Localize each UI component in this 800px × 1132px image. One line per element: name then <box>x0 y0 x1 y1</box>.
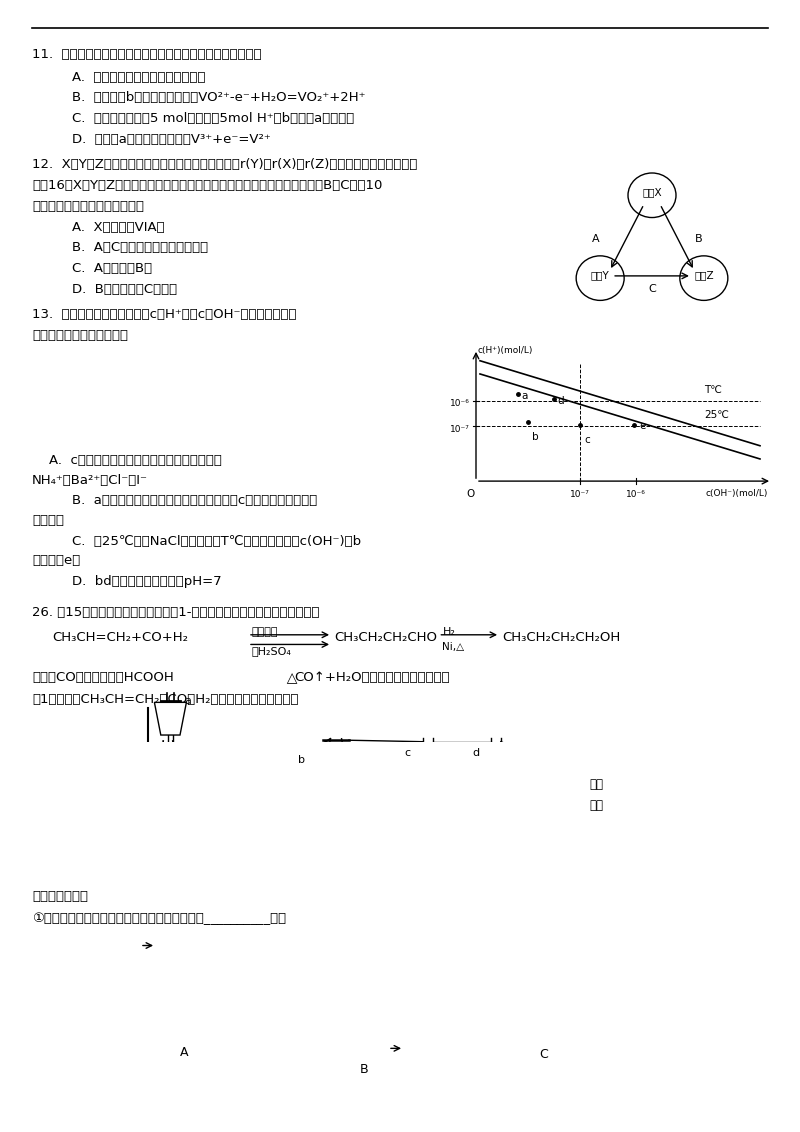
Text: A.  X元素位于VIA族: A. X元素位于VIA族 <box>72 221 165 233</box>
Text: c(OH⁻)(mol/L): c(OH⁻)(mol/L) <box>706 489 768 498</box>
Text: 一定条件: 一定条件 <box>252 627 278 637</box>
Text: 电离程度: 电离程度 <box>32 514 64 526</box>
Text: A.  光照时，太阳能主要转化为电能: A. 光照时，太阳能主要转化为电能 <box>72 70 206 84</box>
Text: b: b <box>298 755 305 765</box>
Text: 已知：CO的制备原理：HCOOH: 已知：CO的制备原理：HCOOH <box>32 671 174 684</box>
Text: 26. （15分）某化学兴趣小组为合成1-丁醇，查阅资料得知如下合成路线：: 26. （15分）某化学兴趣小组为合成1-丁醇，查阅资料得知如下合成路线： <box>32 606 319 619</box>
Text: C.  将25℃时的NaCl溶液加热到T℃，则该溶液中的c(OH⁻)由b: C. 将25℃时的NaCl溶液加热到T℃，则该溶液中的c(OH⁻)由b <box>72 534 361 548</box>
Bar <box>154 962 214 1034</box>
Text: C.  光照时，每转移5 mol电子，有5mol H⁺由b极区向a极区迁移: C. 光照时，每转移5 mol电子，有5mol H⁺由b极区向a极区迁移 <box>72 112 354 126</box>
Bar <box>518 959 570 1034</box>
Text: NH₄⁺、Ba²⁺、Cl⁻、I⁻: NH₄⁺、Ba²⁺、Cl⁻、I⁻ <box>32 473 148 487</box>
Text: A: A <box>180 1046 188 1058</box>
Bar <box>478 756 514 823</box>
Polygon shape <box>154 702 186 735</box>
Text: 电子分子。下列说法不正确的是: 电子分子。下列说法不正确的是 <box>32 199 144 213</box>
Text: 单质X: 单质X <box>642 187 662 197</box>
Text: H₂: H₂ <box>442 627 455 637</box>
Text: 11.  某太阳能电池的工作原理如图所示。下列说法不正确的是: 11. 某太阳能电池的工作原理如图所示。下列说法不正确的是 <box>32 49 262 61</box>
Text: 10⁻⁷: 10⁻⁷ <box>570 490 590 499</box>
Text: 12.  X、Y、Z三种短周期元素，原子半径的大小为：r(Y)＞r(X)＞r(Z)，三种元素的原子序数之: 12. X、Y、Z三种短周期元素，原子半径的大小为：r(Y)＞r(X)＞r(Z)… <box>32 158 418 171</box>
Text: a: a <box>522 391 528 401</box>
Text: C.  A难溶解于B中: C. A难溶解于B中 <box>72 263 152 275</box>
Text: O: O <box>466 489 474 498</box>
Text: 单质Z: 单质Z <box>694 271 714 280</box>
Text: CH₃CH₂CH₂CHO: CH₃CH₂CH₂CHO <box>334 631 438 644</box>
Text: CH₃CH=CH₂+CO+H₂: CH₃CH=CH₂+CO+H₂ <box>52 631 188 644</box>
Text: 点变化到e点: 点变化到e点 <box>32 554 80 567</box>
Text: CH₃CH₂CH₂CH₂OH: CH₃CH₂CH₂CH₂OH <box>502 631 621 644</box>
Text: 装置: 装置 <box>589 799 603 812</box>
Text: B.  光照时，b极的电极反应式为VO²⁺-e⁻+H₂O=VO₂⁺+2H⁺: B. 光照时，b极的电极反应式为VO²⁺-e⁻+H₂O=VO₂⁺+2H⁺ <box>72 92 366 104</box>
Text: C: C <box>540 1047 548 1061</box>
Text: 单质Y: 单质Y <box>590 271 610 280</box>
Text: d: d <box>472 747 479 757</box>
Text: 10⁻⁷: 10⁻⁷ <box>450 424 470 434</box>
Text: c: c <box>404 747 410 757</box>
Text: 13.  在不同温度下，水溶液中c（H⁺）与c（OH⁻）有如图所示关: 13. 在不同温度下，水溶液中c（H⁺）与c（OH⁻）有如图所示关 <box>32 308 297 321</box>
Bar <box>544 753 648 823</box>
Ellipse shape <box>147 826 192 842</box>
Text: c: c <box>584 435 590 445</box>
Text: ①若用上述装置制备氢气，收集装置可选用下列__________装置: ①若用上述装置制备氢气，收集装置可选用下列__________装置 <box>32 912 286 926</box>
Text: B.  A和C不可能发生氧化还原反应: B. A和C不可能发生氧化还原反应 <box>72 241 208 255</box>
Text: Ni,△: Ni,△ <box>442 642 465 652</box>
Text: 系，下列有关说法正确的是: 系，下列有关说法正确的是 <box>32 329 128 342</box>
Circle shape <box>138 769 198 825</box>
Text: b: b <box>532 432 538 443</box>
Text: A: A <box>592 234 600 243</box>
Text: a: a <box>185 696 192 706</box>
Text: D.  B的沸点高于C的沸点: D. B的沸点高于C的沸点 <box>72 283 177 295</box>
Bar <box>410 756 446 823</box>
Text: 和为16。X、Y、Z三种元素的常见单质在在适当条件下可发生右图变化，其中B和C均为10: 和为16。X、Y、Z三种元素的常见单质在在适当条件下可发生右图变化，其中B和C均… <box>32 179 382 192</box>
Text: B: B <box>360 1063 368 1077</box>
Text: 收集: 收集 <box>589 778 603 790</box>
Text: c(H⁺)(mol/L): c(H⁺)(mol/L) <box>478 346 533 355</box>
Text: T℃: T℃ <box>704 385 722 395</box>
Text: 10⁻⁶: 10⁻⁶ <box>450 400 470 409</box>
Text: D.  夜间，a极的电极反应式为V³⁺+e⁻=V²⁺: D. 夜间，a极的电极反应式为V³⁺+e⁻=V²⁺ <box>72 132 270 146</box>
Text: C: C <box>648 284 656 294</box>
Text: 浓H₂SO₄: 浓H₂SO₄ <box>252 646 292 655</box>
Text: e: e <box>639 421 646 431</box>
Text: 填写下列空白：: 填写下列空白： <box>32 890 88 903</box>
Text: （1）原料气CH₃CH=CH₂、CO和H₂的制备均可用下图装置：: （1）原料气CH₃CH=CH₂、CO和H₂的制备均可用下图装置： <box>32 694 298 706</box>
Polygon shape <box>304 761 368 835</box>
Text: △: △ <box>278 671 306 685</box>
Text: B.  a点对应的溶液中水的电离程度可能大于c点对应的溶液中水的: B. a点对应的溶液中水的电离程度可能大于c点对应的溶液中水的 <box>72 495 318 507</box>
Text: d: d <box>558 396 564 405</box>
Text: A.  c点对应的溶液中大量存在的离子可能为：: A. c点对应的溶液中大量存在的离子可能为： <box>32 454 222 468</box>
Text: B: B <box>694 234 702 243</box>
Text: D.  bd线上的任意一点均有pH=7: D. bd线上的任意一点均有pH=7 <box>72 575 222 588</box>
Text: 10⁻⁶: 10⁻⁶ <box>626 490 646 499</box>
Bar <box>342 950 386 1031</box>
Text: 25℃: 25℃ <box>704 410 729 420</box>
Text: CO↑+H₂O。（常温下甲酸为液体）: CO↑+H₂O。（常温下甲酸为液体） <box>294 671 450 684</box>
